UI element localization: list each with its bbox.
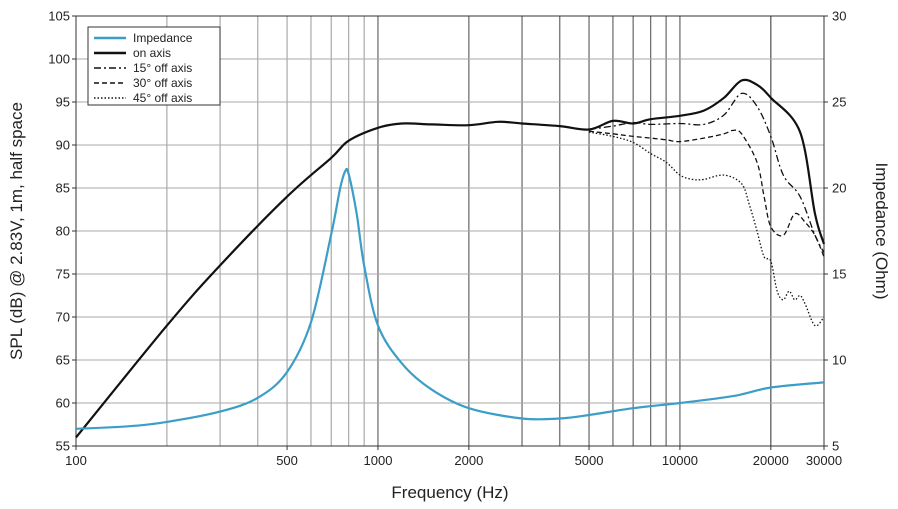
y2-tick-label: 30 [832, 9, 846, 24]
x-tick-label: 10000 [662, 453, 698, 468]
x-tick-label: 1000 [364, 453, 393, 468]
x-tick-label: 2000 [454, 453, 483, 468]
y-tick-label: 75 [56, 267, 70, 282]
legend-entry: 15° off axis [133, 61, 192, 75]
y-tick-label: 80 [56, 224, 70, 239]
y-tick-label: 90 [56, 138, 70, 153]
legend-entry: 30° off axis [133, 76, 192, 90]
series-line-30-off-axis [588, 129, 825, 258]
legend-entry: 45° off axis [133, 91, 192, 105]
x-tick-label: 20000 [753, 453, 789, 468]
legend-box [87, 26, 221, 106]
y-tick-label: 85 [56, 181, 70, 196]
y2-tick-label: 5 [832, 439, 839, 454]
series-line-45-off-axis [588, 131, 825, 327]
x-tick-label: 30000 [806, 453, 842, 468]
series-line-impedance [75, 167, 825, 430]
y2-tick-label: 15 [832, 267, 846, 282]
series-line-on-axis [75, 78, 826, 439]
series-line-15-off-axis [588, 92, 825, 253]
x-tick-label: 500 [276, 453, 298, 468]
series-layer [75, 78, 826, 439]
x-axis-title: Frequency (Hz) [391, 483, 508, 502]
y-tick-label: 70 [56, 310, 70, 325]
y-tick-label: 55 [56, 439, 70, 454]
y-tick-label: 65 [56, 353, 70, 368]
y2-tick-label: 10 [832, 353, 846, 368]
ticks: 100 500 1000 2000 5000 10000 20000 30000 55 60 65 7… [48, 9, 846, 469]
y-tick-label: 105 [48, 9, 70, 24]
x-tick-label: 5000 [575, 453, 604, 468]
y-tick-label: 60 [56, 396, 70, 411]
y2-tick-label: 20 [832, 181, 846, 196]
x-tick-label: 100 [65, 453, 87, 468]
y2-axis-title: Impedance (Ohm) [872, 163, 891, 300]
legend-entry: Impedance [133, 31, 193, 45]
y-tick-label: 100 [48, 52, 70, 67]
legend-entry: on axis [133, 46, 171, 60]
grid [76, 16, 824, 446]
y-axis-title: SPL (dB) @ 2.83V, 1m, half space [7, 102, 26, 360]
y2-tick-label: 25 [832, 95, 846, 110]
y-tick-label: 95 [56, 95, 70, 110]
